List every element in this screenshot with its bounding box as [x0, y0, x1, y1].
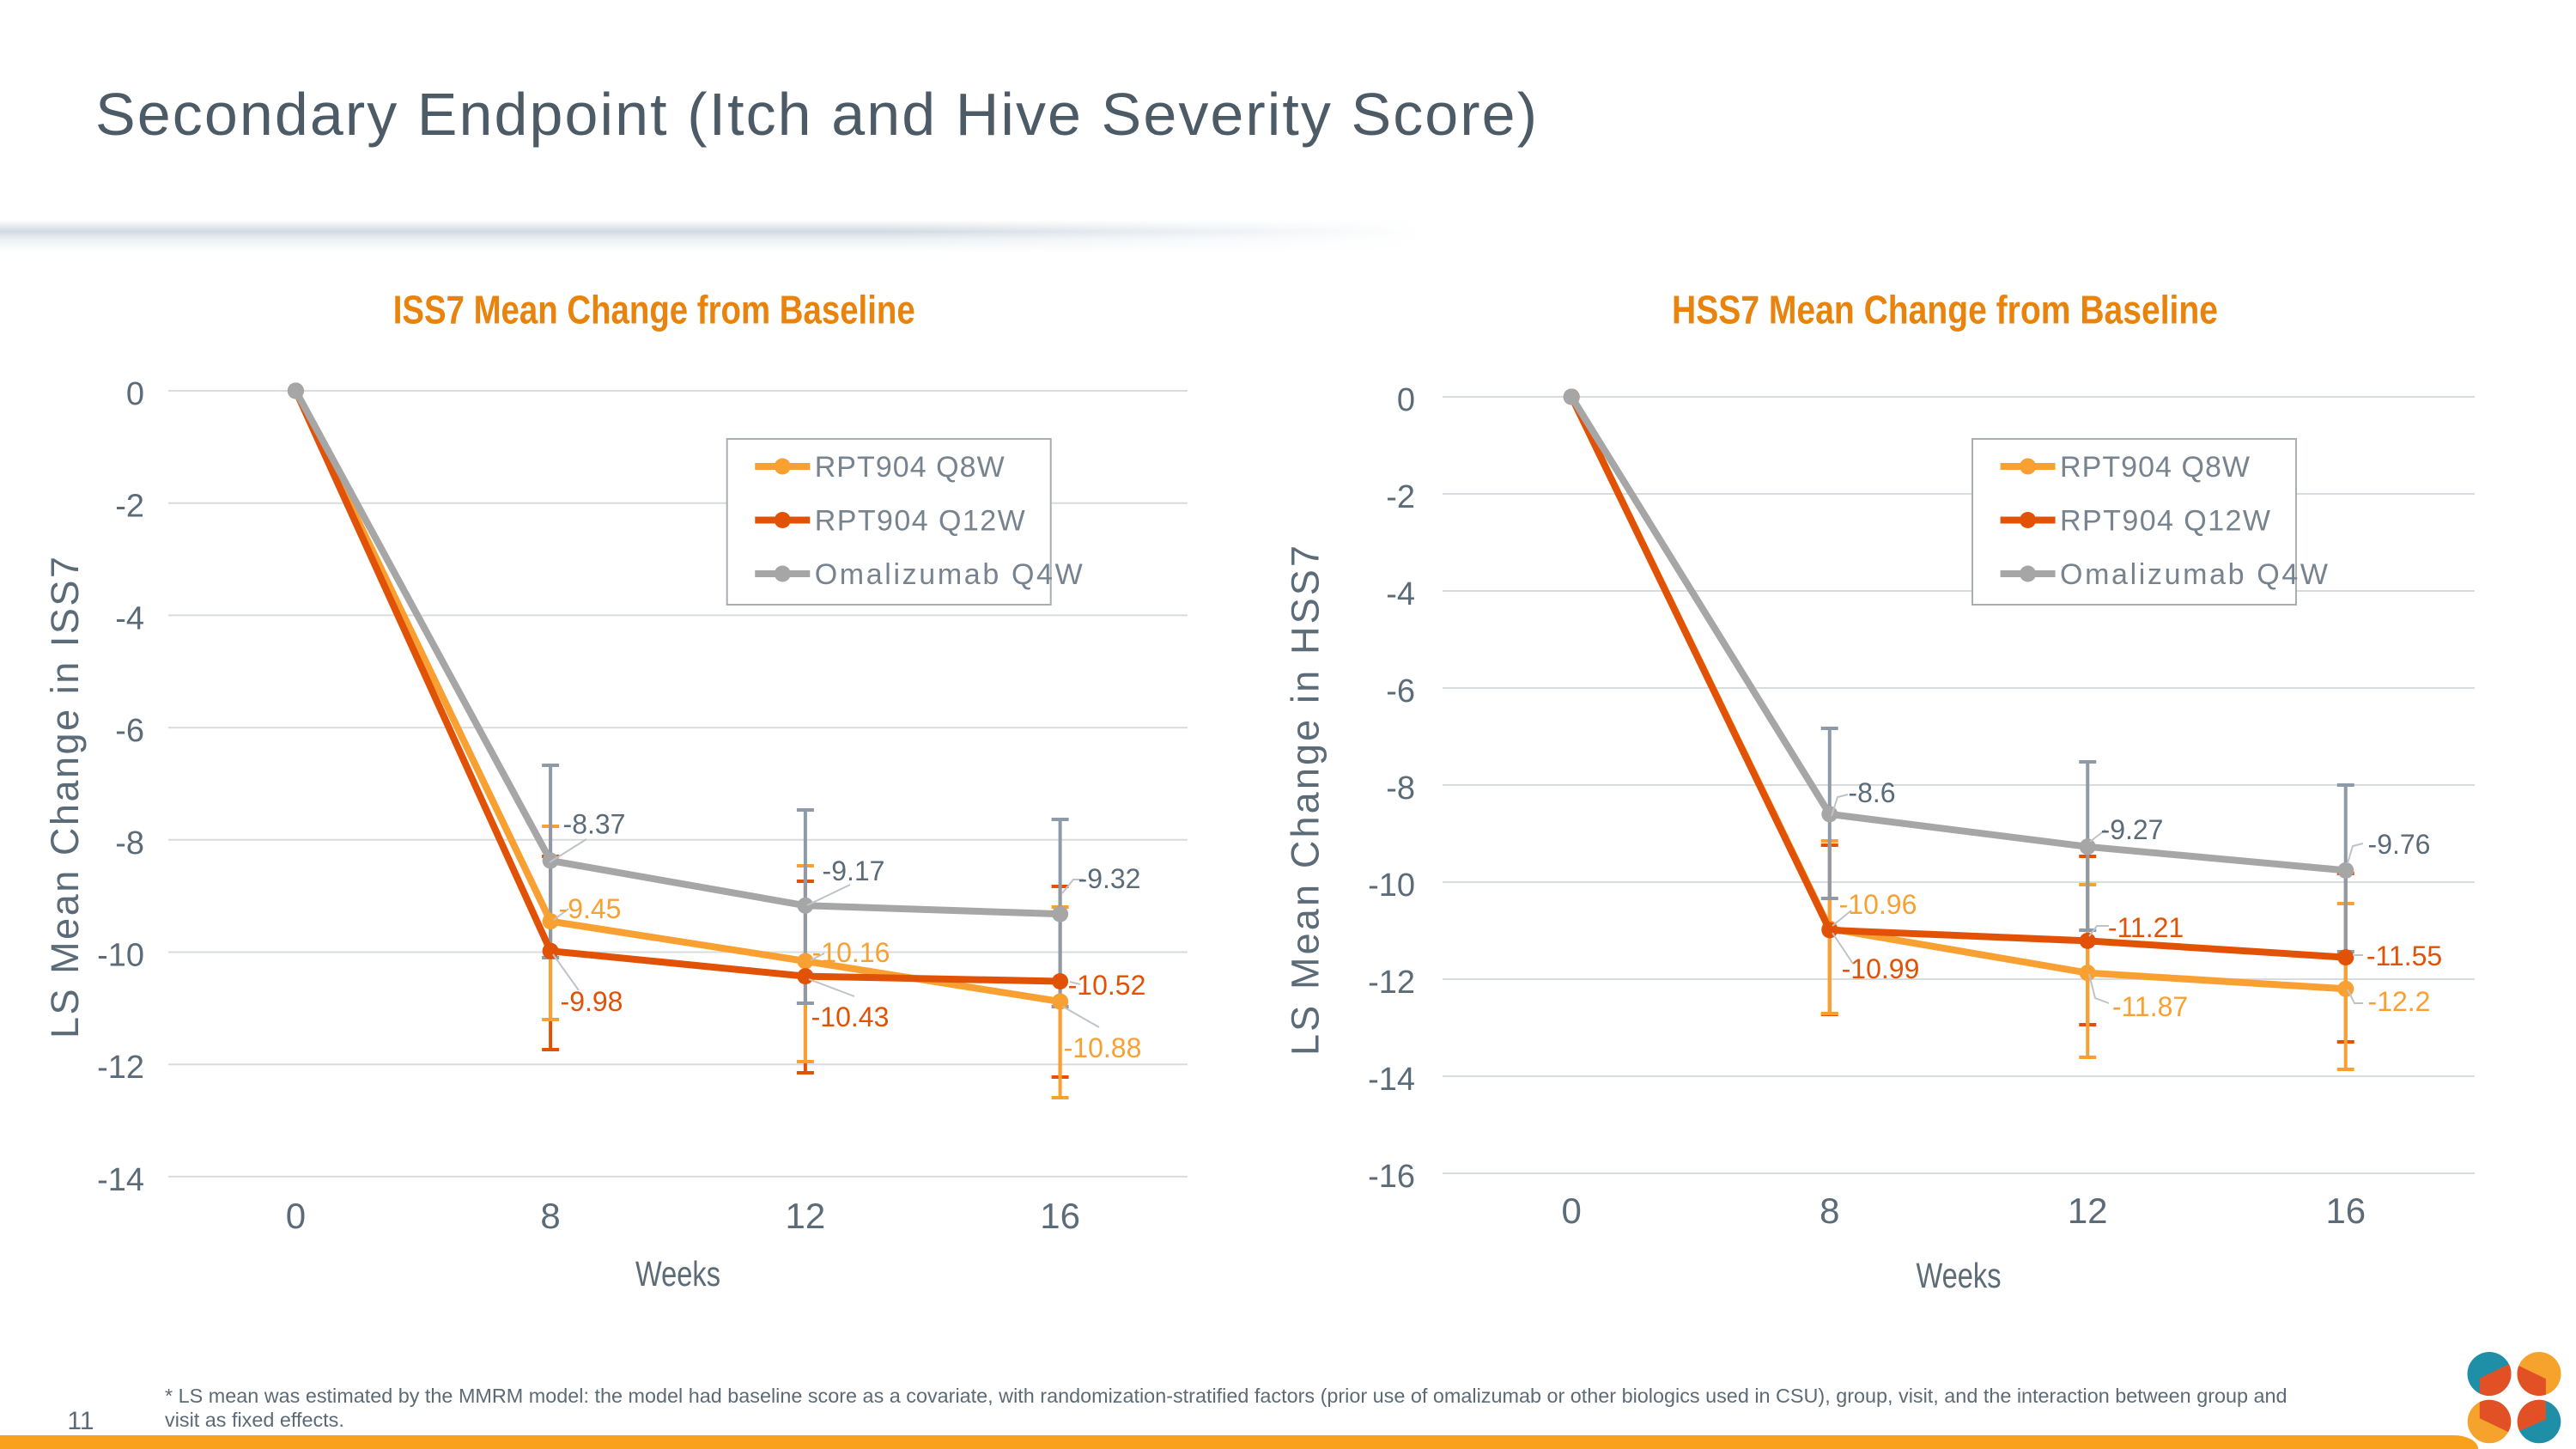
svg-text:ISS7 Mean Change from Baseline: ISS7 Mean Change from Baseline [393, 288, 915, 332]
svg-text:RPT904 Q12W: RPT904 Q12W [2060, 505, 2270, 538]
svg-text:8: 8 [540, 1196, 560, 1236]
svg-text:0: 0 [1562, 1190, 1582, 1231]
svg-text:LS Mean Change in HSS7: LS Mean Change in HSS7 [1284, 545, 1327, 1056]
svg-text:16: 16 [2325, 1190, 2366, 1231]
svg-text:-11.55: -11.55 [2366, 941, 2442, 971]
svg-text:RPT904 Q12W: RPT904 Q12W [815, 505, 1025, 538]
svg-text:-4: -4 [1386, 576, 1415, 612]
svg-text:-12: -12 [1368, 965, 1415, 1001]
svg-text:-10.96: -10.96 [1839, 889, 1917, 920]
svg-text:RPT904 Q8W: RPT904 Q8W [2060, 451, 2250, 484]
svg-text:-16: -16 [1368, 1159, 1415, 1195]
svg-text:Omalizumab Q4W: Omalizumab Q4W [815, 558, 1083, 591]
svg-text:12: 12 [786, 1196, 826, 1236]
svg-text:-10: -10 [1368, 868, 1415, 904]
svg-text:-2: -2 [1386, 479, 1415, 515]
svg-text:-12: -12 [97, 1050, 144, 1086]
svg-text:-10.88: -10.88 [1064, 1032, 1142, 1063]
svg-text:Weeks: Weeks [1917, 1256, 2002, 1295]
svg-text:0: 0 [286, 1196, 306, 1236]
svg-text:-11.21: -11.21 [2108, 912, 2184, 943]
svg-text:-6: -6 [1386, 673, 1415, 709]
svg-text:12: 12 [2068, 1190, 2108, 1231]
svg-text:-8: -8 [115, 825, 144, 861]
svg-text:-9.32: -9.32 [1078, 863, 1141, 894]
svg-text:HSS7 Mean Change from Baseline: HSS7 Mean Change from Baseline [1672, 288, 2218, 332]
svg-text:-12.2: -12.2 [2368, 986, 2431, 1017]
svg-text:Weeks: Weeks [635, 1254, 720, 1294]
svg-text:-10.99: -10.99 [1842, 953, 1920, 984]
svg-text:LS Mean Change in ISS7: LS Mean Change in ISS7 [43, 557, 87, 1038]
svg-text:-10.16: -10.16 [812, 937, 890, 968]
svg-text:-4: -4 [115, 600, 144, 636]
svg-text:0: 0 [126, 376, 144, 412]
svg-text:-11.87: -11.87 [2112, 991, 2188, 1022]
svg-text:16: 16 [1040, 1196, 1080, 1236]
svg-text:RPT904 Q8W: RPT904 Q8W [815, 451, 1005, 484]
svg-text:-10.43: -10.43 [811, 1002, 890, 1032]
svg-text:-9.45: -9.45 [559, 893, 622, 924]
svg-text:-9.27: -9.27 [2101, 814, 2164, 845]
svg-text:-9.76: -9.76 [2368, 829, 2431, 860]
svg-text:-2: -2 [115, 489, 144, 525]
svg-text:-9.17: -9.17 [823, 855, 885, 886]
svg-text:-8.37: -8.37 [563, 809, 626, 840]
svg-text:Secondary Endpoint (Itch and H: Secondary Endpoint (Itch and Hive Severi… [95, 81, 1537, 148]
svg-text:8: 8 [1820, 1190, 1839, 1231]
svg-text:-14: -14 [1368, 1062, 1415, 1098]
svg-text:-10.52: -10.52 [1068, 970, 1146, 1001]
svg-text:-9.98: -9.98 [561, 986, 623, 1017]
svg-text:-10: -10 [97, 938, 144, 974]
svg-text:0: 0 [1397, 382, 1415, 418]
svg-text:Omalizumab Q4W: Omalizumab Q4W [2060, 558, 2328, 591]
svg-text:-6: -6 [115, 713, 144, 749]
svg-text:-14: -14 [97, 1162, 144, 1198]
svg-text:-8.6: -8.6 [1848, 777, 1895, 808]
svg-text:-8: -8 [1386, 770, 1415, 807]
